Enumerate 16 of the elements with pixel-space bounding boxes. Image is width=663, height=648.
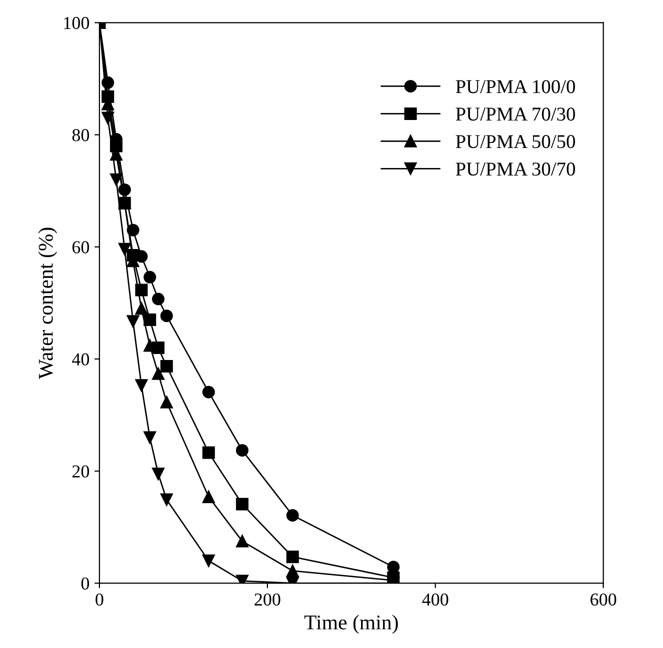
y-tick-label: 100 (64, 16, 90, 30)
x-tick-label: 400 (422, 593, 448, 606)
y-tick-label: 0 (81, 577, 90, 590)
legend-label: PU/PMA 30/70 (456, 162, 576, 176)
y-tick-label: 60 (72, 241, 90, 254)
y-tick-label: 40 (72, 353, 90, 366)
legend-label: PU/PMA 50/50 (456, 135, 576, 148)
y-tick-label: 80 (72, 129, 90, 142)
x-axis-title: Time (min) (304, 614, 398, 634)
y-tick-label: 20 (72, 465, 90, 478)
legend-label: PU/PMA 70/30 (456, 108, 576, 121)
x-tick-label: 600 (590, 593, 616, 606)
legend-label: PU/PMA 100/0 (456, 80, 576, 94)
x-tick-label: 0 (96, 593, 104, 606)
y-axis-title: Water content (%) (38, 228, 58, 380)
x-tick-label: 200 (254, 593, 280, 606)
